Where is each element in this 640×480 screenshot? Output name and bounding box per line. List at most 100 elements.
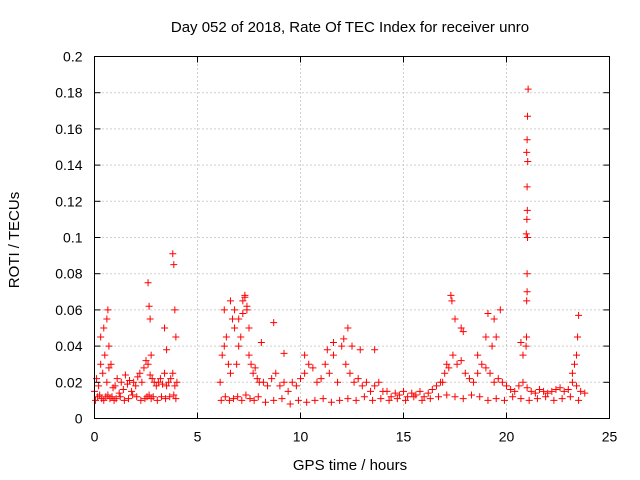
data-point bbox=[443, 391, 451, 399]
data-point bbox=[336, 396, 344, 404]
data-point bbox=[457, 324, 465, 332]
data-point bbox=[566, 393, 574, 401]
data-point bbox=[268, 375, 276, 383]
data-point bbox=[222, 333, 230, 341]
data-point bbox=[261, 398, 269, 406]
data-point bbox=[519, 351, 527, 359]
data-point bbox=[297, 375, 304, 383]
data-point bbox=[577, 387, 585, 395]
data-point bbox=[284, 387, 292, 395]
data-point bbox=[344, 324, 352, 332]
data-point bbox=[161, 324, 169, 332]
data-point bbox=[484, 396, 492, 404]
data-point bbox=[402, 396, 410, 404]
data-point bbox=[459, 328, 467, 336]
data-point bbox=[286, 400, 294, 408]
data-point bbox=[523, 206, 531, 214]
y-tick-label: 0.02 bbox=[55, 374, 82, 390]
data-point bbox=[523, 384, 531, 392]
data-point bbox=[123, 380, 131, 388]
data-point bbox=[568, 378, 576, 386]
data-point bbox=[157, 393, 165, 401]
data-point bbox=[573, 382, 581, 390]
data-point bbox=[457, 357, 465, 365]
data-point bbox=[519, 378, 527, 386]
data-point bbox=[120, 396, 128, 404]
data-point bbox=[108, 393, 116, 401]
data-point bbox=[334, 378, 342, 386]
data-point bbox=[498, 378, 506, 386]
x-tick-label: 10 bbox=[293, 429, 309, 445]
data-point bbox=[552, 386, 560, 394]
data-point bbox=[254, 393, 262, 401]
data-point bbox=[144, 279, 152, 287]
data-point bbox=[482, 364, 490, 372]
data-point bbox=[237, 333, 245, 341]
data-point bbox=[133, 393, 141, 401]
data-point bbox=[523, 297, 531, 305]
data-point bbox=[500, 396, 508, 404]
chart-title: Day 052 of 2018, Rate Of TEC Index for r… bbox=[171, 19, 529, 36]
data-point bbox=[385, 396, 393, 404]
y-tick-label: 0.1 bbox=[63, 230, 83, 246]
data-point bbox=[129, 391, 137, 399]
data-point bbox=[313, 378, 321, 386]
data-point bbox=[348, 342, 356, 350]
data-point bbox=[119, 386, 127, 394]
data-point bbox=[482, 333, 490, 341]
data-point bbox=[303, 398, 311, 406]
y-tick-label: 0.14 bbox=[55, 157, 82, 173]
data-point bbox=[367, 387, 375, 395]
data-point bbox=[148, 375, 156, 383]
data-point bbox=[574, 333, 582, 341]
data-point bbox=[371, 382, 379, 390]
data-point bbox=[239, 310, 247, 318]
data-point bbox=[522, 230, 530, 238]
plot-frame bbox=[94, 56, 610, 419]
data-point bbox=[342, 360, 350, 368]
data-points bbox=[91, 85, 589, 408]
data-point bbox=[531, 389, 539, 397]
data-point bbox=[270, 396, 278, 404]
data-point bbox=[111, 382, 119, 390]
data-point bbox=[272, 369, 280, 377]
data-point bbox=[527, 387, 535, 395]
data-point bbox=[369, 396, 377, 404]
data-point bbox=[247, 360, 255, 368]
x-tick-label: 0 bbox=[91, 429, 99, 445]
data-point bbox=[424, 389, 432, 397]
data-point bbox=[358, 382, 366, 390]
grid bbox=[94, 56, 610, 419]
data-point bbox=[140, 364, 148, 372]
data-point bbox=[231, 324, 239, 332]
data-point bbox=[525, 396, 533, 404]
data-point bbox=[241, 293, 249, 301]
data-point bbox=[492, 395, 500, 403]
data-point bbox=[245, 351, 253, 359]
data-point bbox=[377, 395, 385, 403]
data-point bbox=[550, 396, 558, 404]
data-point bbox=[327, 398, 335, 406]
data-point bbox=[459, 395, 467, 403]
data-point bbox=[523, 148, 531, 156]
data-point bbox=[490, 315, 498, 323]
data-point bbox=[352, 396, 360, 404]
data-point bbox=[170, 391, 178, 399]
data-point bbox=[523, 288, 531, 296]
data-point bbox=[280, 378, 288, 386]
data-point bbox=[134, 373, 142, 381]
data-point bbox=[171, 382, 179, 390]
data-point bbox=[144, 360, 152, 368]
data-point bbox=[105, 364, 113, 372]
data-point bbox=[166, 393, 174, 401]
data-point bbox=[116, 393, 124, 401]
data-point bbox=[476, 393, 484, 401]
data-point bbox=[138, 378, 146, 386]
data-point bbox=[416, 387, 424, 395]
y-tick-label: 0 bbox=[75, 411, 83, 427]
y-tick-label: 0.18 bbox=[55, 85, 82, 101]
data-point bbox=[170, 261, 178, 269]
data-point bbox=[474, 369, 482, 377]
data-point bbox=[581, 389, 589, 397]
data-point bbox=[494, 375, 502, 383]
